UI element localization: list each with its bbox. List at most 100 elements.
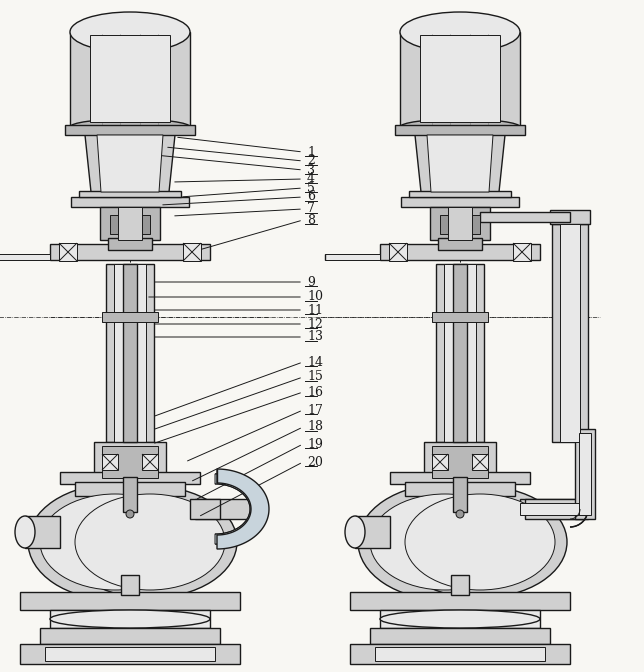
Bar	[75, 482, 185, 496]
Bar	[375, 647, 545, 661]
Ellipse shape	[405, 494, 555, 590]
Text: 12: 12	[307, 317, 323, 331]
Bar	[25, 516, 60, 548]
Bar	[579, 433, 591, 515]
Ellipse shape	[63, 486, 237, 598]
Bar	[355, 516, 390, 548]
Bar	[453, 477, 467, 512]
Bar	[401, 197, 519, 207]
Ellipse shape	[75, 494, 225, 590]
Bar	[59, 243, 77, 261]
Polygon shape	[85, 135, 175, 192]
Ellipse shape	[358, 484, 532, 600]
Bar	[106, 264, 154, 442]
Bar	[40, 628, 220, 644]
Text: 16: 16	[307, 386, 323, 398]
Bar	[118, 207, 142, 240]
Bar	[390, 472, 530, 484]
Polygon shape	[97, 135, 163, 192]
Bar	[102, 446, 158, 478]
Bar	[432, 312, 488, 322]
Bar	[50, 244, 210, 260]
Bar	[432, 446, 488, 478]
Ellipse shape	[393, 486, 567, 598]
Bar	[448, 207, 472, 240]
Text: 14: 14	[307, 355, 323, 368]
Text: 7: 7	[307, 202, 315, 216]
Bar	[520, 503, 584, 515]
Bar	[395, 125, 525, 135]
Text: 18: 18	[307, 421, 323, 433]
Bar	[123, 477, 137, 512]
Ellipse shape	[15, 516, 35, 548]
Text: 4: 4	[307, 173, 315, 185]
Text: 1: 1	[307, 146, 315, 159]
Bar	[453, 264, 467, 442]
Text: 6: 6	[307, 190, 315, 204]
Bar	[20, 644, 240, 664]
Bar	[520, 499, 588, 519]
Bar	[90, 35, 170, 122]
Bar	[525, 499, 585, 519]
Ellipse shape	[370, 494, 520, 590]
Text: 15: 15	[307, 370, 323, 384]
Bar	[350, 592, 570, 610]
Bar	[123, 264, 137, 442]
Bar	[0, 254, 50, 260]
Bar	[472, 454, 488, 470]
Ellipse shape	[40, 494, 190, 590]
Bar	[110, 215, 150, 234]
Bar	[389, 243, 407, 261]
Bar	[480, 212, 570, 222]
Ellipse shape	[126, 510, 134, 518]
Bar	[190, 499, 220, 519]
Ellipse shape	[70, 119, 190, 135]
Bar	[102, 312, 158, 322]
Bar	[438, 238, 482, 250]
Text: 13: 13	[307, 331, 323, 343]
Bar	[436, 264, 484, 442]
Bar	[432, 454, 448, 470]
Bar	[60, 472, 200, 484]
Bar	[70, 32, 190, 127]
Text: 17: 17	[307, 403, 323, 417]
Bar	[451, 575, 469, 595]
Bar	[195, 499, 255, 519]
Ellipse shape	[50, 610, 210, 628]
Text: 10: 10	[307, 290, 323, 304]
Bar	[380, 244, 540, 260]
Bar	[45, 647, 215, 661]
Bar	[513, 243, 531, 261]
Bar	[409, 191, 511, 197]
Bar	[65, 125, 195, 135]
Ellipse shape	[456, 510, 464, 518]
Bar	[424, 442, 496, 482]
Text: 5: 5	[307, 181, 315, 194]
Bar	[575, 429, 595, 519]
Bar	[71, 197, 189, 207]
Ellipse shape	[380, 610, 540, 628]
Ellipse shape	[400, 119, 520, 135]
Text: 9: 9	[307, 276, 315, 288]
Bar	[79, 191, 181, 197]
Text: 3: 3	[307, 163, 315, 177]
Polygon shape	[427, 135, 493, 192]
Bar	[440, 215, 480, 234]
Polygon shape	[217, 469, 269, 549]
Bar	[142, 454, 158, 470]
Bar	[552, 224, 588, 442]
Bar	[370, 628, 550, 644]
Text: 20: 20	[307, 456, 323, 468]
Bar	[380, 610, 540, 628]
Bar	[420, 35, 500, 122]
Bar	[114, 264, 146, 442]
Bar	[100, 207, 160, 240]
Bar	[183, 243, 201, 261]
Text: 2: 2	[307, 155, 315, 167]
Bar	[325, 254, 380, 260]
Ellipse shape	[400, 12, 520, 52]
Bar	[444, 264, 476, 442]
Bar	[550, 210, 590, 224]
Bar	[405, 482, 515, 496]
Bar	[108, 238, 152, 250]
